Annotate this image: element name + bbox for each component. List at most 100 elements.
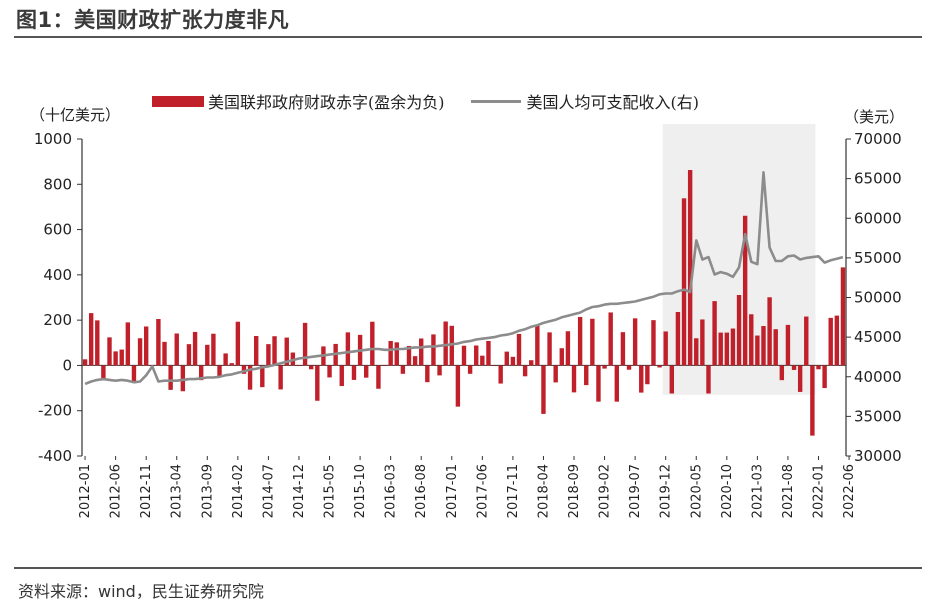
deficit-bar — [553, 365, 558, 383]
source-note: 资料来源：wind，民生证券研究院 — [18, 582, 264, 601]
deficit-bar — [492, 365, 497, 367]
x-tick-label: 2018-04 — [536, 464, 551, 518]
deficit-bar — [773, 329, 778, 366]
x-tick-label: 2017-06 — [475, 464, 490, 518]
deficit-bar — [125, 322, 131, 366]
deficit-bar — [828, 317, 833, 366]
deficit-bar — [205, 344, 210, 366]
deficit-bar — [712, 301, 717, 366]
deficit-bar — [620, 332, 626, 366]
deficit-bar — [724, 332, 730, 366]
deficit-bar — [755, 335, 760, 366]
x-tick-label: 2012-01 — [78, 464, 93, 518]
x-tick-label: 2019-07 — [628, 464, 643, 518]
deficit-bar — [632, 318, 638, 366]
deficit-bar — [816, 365, 821, 370]
x-tick-label: 2013-04 — [170, 464, 185, 518]
deficit-bar — [529, 360, 534, 366]
right-tick-label: 70000 — [854, 130, 902, 148]
deficit-bar — [681, 198, 687, 366]
deficit-bar — [510, 356, 516, 366]
deficit-bar — [791, 365, 797, 370]
deficit-bar — [131, 365, 137, 383]
deficit-bar — [241, 365, 247, 374]
left-axis-unit: （十亿美元） — [30, 106, 121, 124]
deficit-bar — [565, 331, 571, 366]
x-tick-label: 2020-05 — [689, 464, 704, 518]
deficit-bar — [247, 365, 253, 390]
deficit-bar — [810, 365, 815, 436]
deficit-bar — [198, 365, 204, 381]
deficit-bar — [675, 311, 681, 366]
deficit-bar — [694, 338, 699, 366]
deficit-bar — [192, 331, 198, 366]
deficit-bar — [143, 326, 149, 366]
deficit-bar — [779, 365, 785, 381]
deficit-bar — [95, 320, 100, 366]
deficit-bar — [302, 322, 308, 366]
deficit-bar — [345, 332, 351, 366]
deficit-bar — [590, 318, 595, 366]
x-tick-label: 2014-12 — [292, 464, 307, 518]
deficit-bar — [364, 365, 369, 378]
income-line — [84, 171, 844, 386]
deficit-bar — [461, 345, 467, 366]
left-tick-label: 400 — [43, 266, 72, 284]
right-axis-unit: （美元） — [844, 108, 905, 126]
deficit-bar — [339, 365, 344, 387]
deficit-bar — [119, 349, 124, 366]
x-tick-label: 2017-11 — [506, 464, 521, 518]
legend-item-income: 美国人均可支配收入(右) — [470, 89, 700, 113]
deficit-bar — [736, 295, 742, 366]
deficit-bar — [382, 365, 387, 367]
deficit-bar — [467, 365, 473, 374]
deficit-bar — [834, 315, 840, 366]
deficit-bar — [718, 332, 723, 366]
figure-title: 图1：美国财政扩张力度非凡 — [16, 8, 290, 32]
left-tick-label: 1000 — [34, 130, 72, 148]
deficit-bar — [370, 321, 375, 366]
right-tick-label: 60000 — [854, 209, 902, 227]
deficit-bar — [761, 326, 766, 366]
x-tick-label: 2014-02 — [231, 464, 246, 518]
deficit-bar — [186, 344, 192, 366]
x-tick-label: 2022-01 — [811, 464, 826, 518]
x-tick-label: 2016-03 — [384, 464, 399, 518]
deficit-bar — [443, 321, 448, 366]
deficit-bar — [584, 365, 589, 386]
legend: 美国联邦政府财政赤字(盈余为负) 美国人均可支配收入(右) — [152, 90, 725, 112]
right-tick-label: 65000 — [854, 170, 902, 188]
left-tick-label: 200 — [43, 311, 72, 329]
deficit-bar — [113, 351, 118, 366]
deficit-bar — [767, 297, 772, 366]
deficit-bar — [296, 365, 302, 367]
deficit-bar — [431, 334, 436, 366]
x-tick-label: 2012-06 — [109, 464, 124, 518]
deficit-bar — [162, 341, 167, 366]
x-tick-label: 2022-06 — [842, 464, 857, 518]
deficit-bar — [602, 365, 607, 369]
deficit-bar — [547, 332, 552, 366]
legend-line-swatch — [470, 99, 521, 103]
deficit-bar — [351, 365, 357, 380]
x-tick-label: 2016-08 — [414, 464, 429, 518]
deficit-bar — [400, 365, 406, 374]
right-tick-label: 55000 — [854, 249, 902, 267]
deficit-bar — [577, 316, 583, 366]
deficit-bar — [107, 337, 112, 366]
deficit-bar — [211, 333, 216, 366]
legend-item-deficit: 美国联邦政府财政赤字(盈余为负) — [152, 89, 445, 113]
bottom-rule — [14, 567, 922, 569]
legend-label-income: 美国人均可支配收入(右) — [526, 93, 700, 112]
right-tick-label: 35000 — [854, 407, 902, 425]
deficit-bar — [516, 333, 522, 366]
legend-label-deficit: 美国联邦政府财政赤字(盈余为负) — [208, 93, 445, 112]
left-tick-label: 600 — [43, 221, 72, 239]
deficit-bar — [663, 331, 668, 366]
deficit-bar — [437, 365, 442, 376]
x-tick-label: 2015-05 — [323, 464, 338, 518]
x-tick-label: 2018-09 — [567, 464, 582, 518]
deficit-bar — [180, 365, 186, 392]
deficit-bar — [498, 365, 503, 384]
deficit-bar — [425, 365, 430, 383]
